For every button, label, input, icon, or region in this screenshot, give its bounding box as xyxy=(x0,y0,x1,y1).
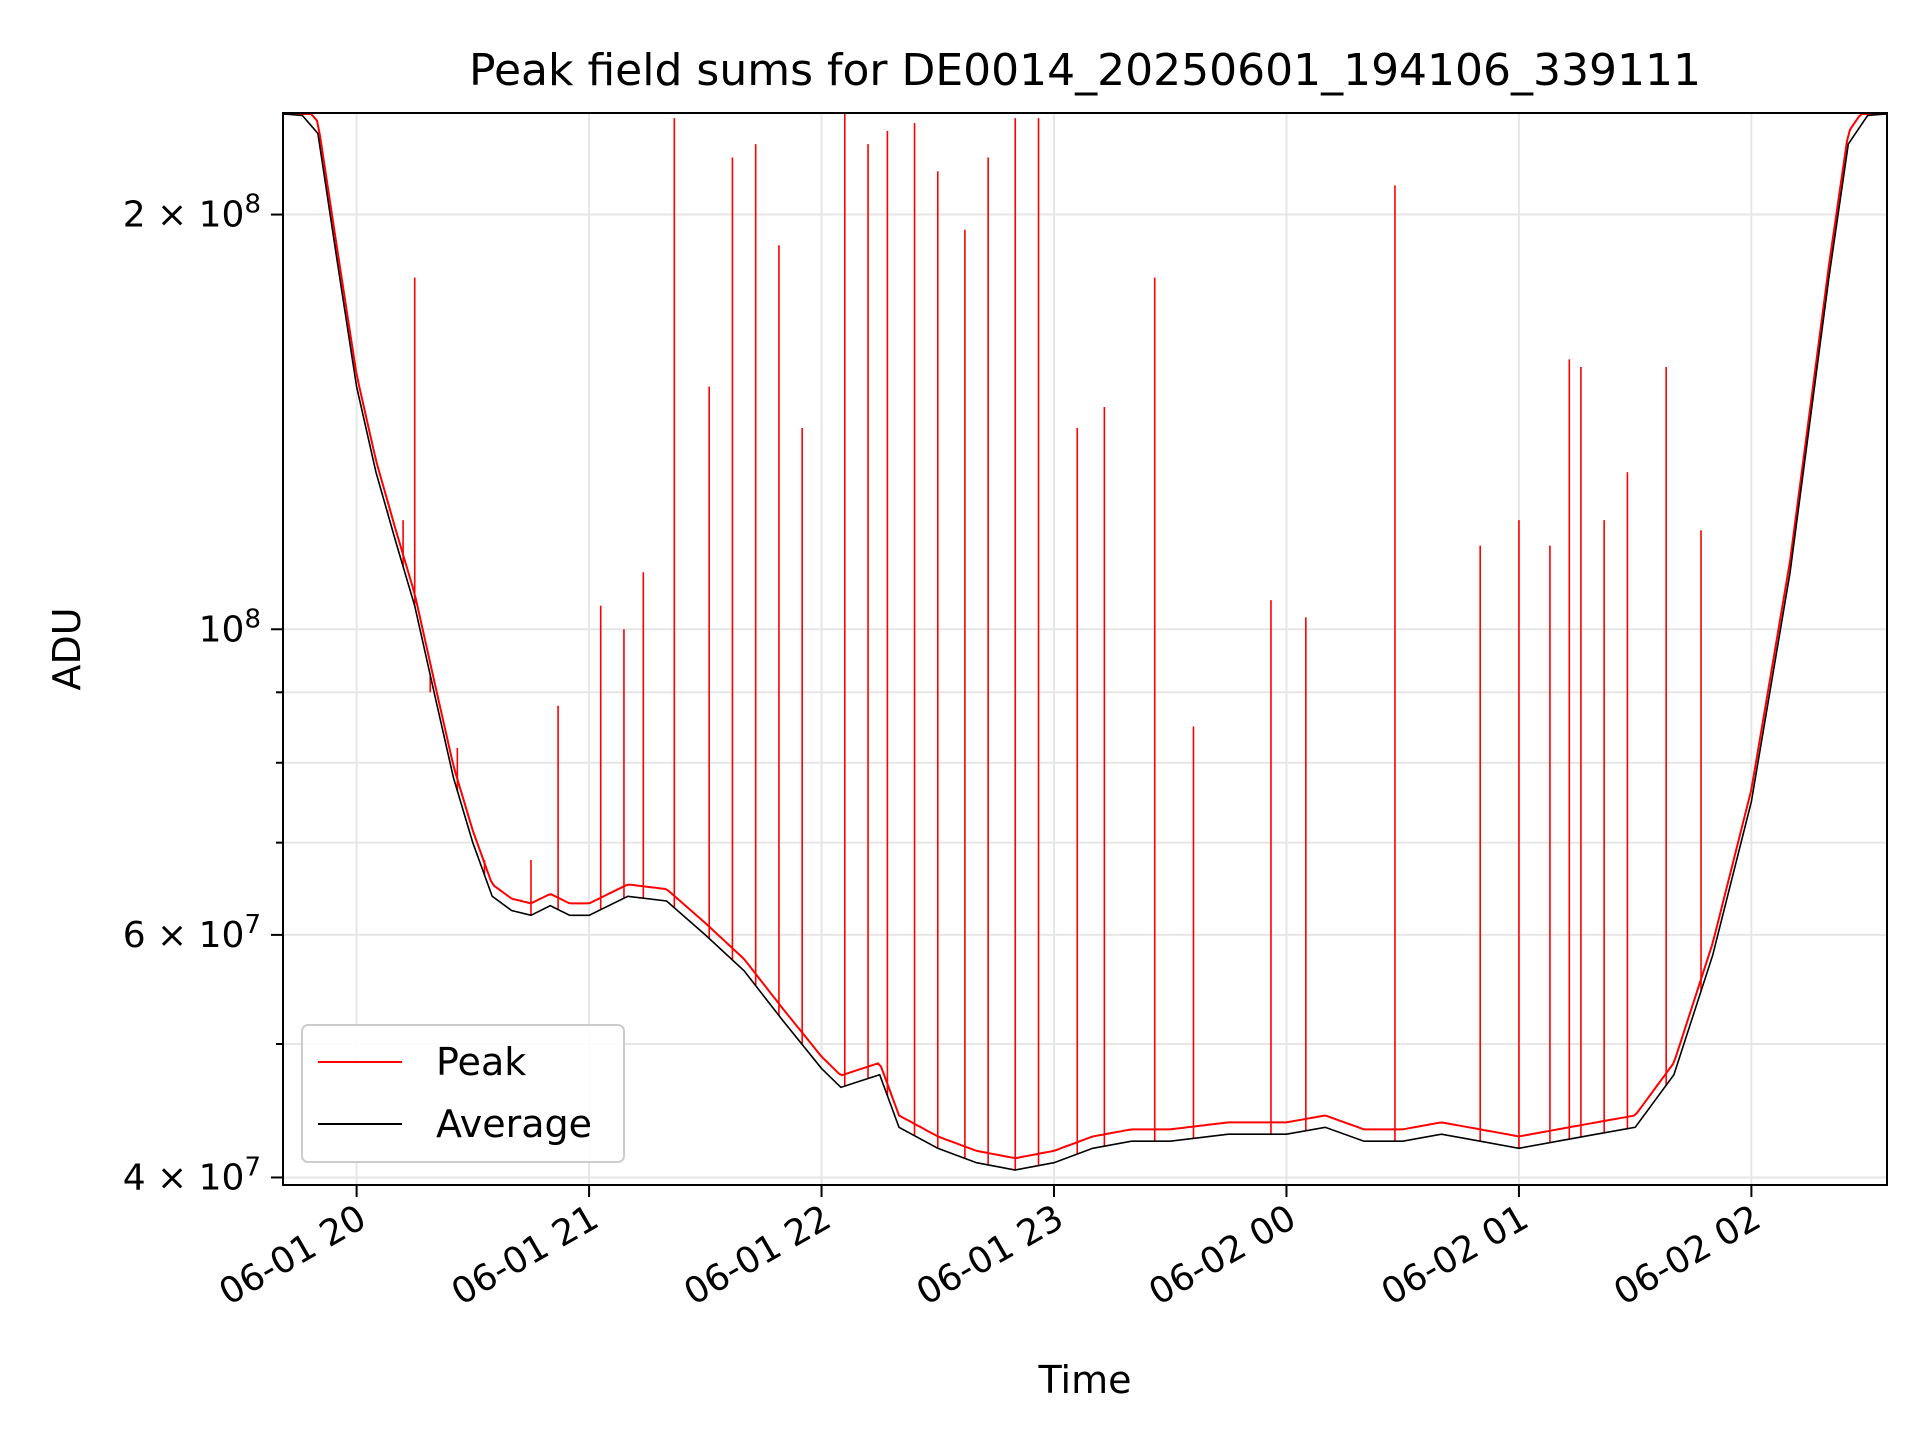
legend-label-average: Average xyxy=(436,1102,592,1146)
x-tick-label: 06-01 22 xyxy=(677,1197,838,1313)
average-series xyxy=(283,113,1887,1171)
x-tick-label: 06-01 21 xyxy=(445,1197,606,1313)
average-line xyxy=(283,113,1887,1171)
plot-frame xyxy=(282,112,1888,1186)
y-axis-label: ADU xyxy=(45,607,89,690)
x-tick-label: 06-02 00 xyxy=(1142,1197,1303,1313)
peak-series xyxy=(284,113,1886,1171)
legend-label-peak: Peak xyxy=(436,1040,526,1084)
x-tick-label: 06-01 23 xyxy=(910,1197,1071,1313)
x-axis-label: Time xyxy=(1038,1358,1132,1402)
y-tick-label: 108 xyxy=(199,604,261,650)
y-axis: 4 × 107 6 × 107 108 2 × 108 xyxy=(123,190,283,1198)
y-tick-label: 4 × 107 xyxy=(123,1152,261,1198)
legend-box xyxy=(301,1024,625,1163)
y-tick-label: 2 × 108 xyxy=(123,190,261,236)
x-tick-label: 06-01 20 xyxy=(212,1197,373,1313)
x-tick-label: 06-02 02 xyxy=(1607,1197,1768,1313)
y-tick-label: 6 × 107 xyxy=(123,910,261,956)
x-tick-label: 06-02 01 xyxy=(1375,1197,1536,1313)
chart-title: Peak field sums for DE0014_20250601_1941… xyxy=(469,45,1701,96)
x-axis: 06-01 20 06-01 21 06-01 22 06-01 23 06-02 00… xyxy=(212,1185,1768,1314)
legend: Peak Average xyxy=(301,1024,625,1163)
peak-line xyxy=(284,113,1886,1160)
